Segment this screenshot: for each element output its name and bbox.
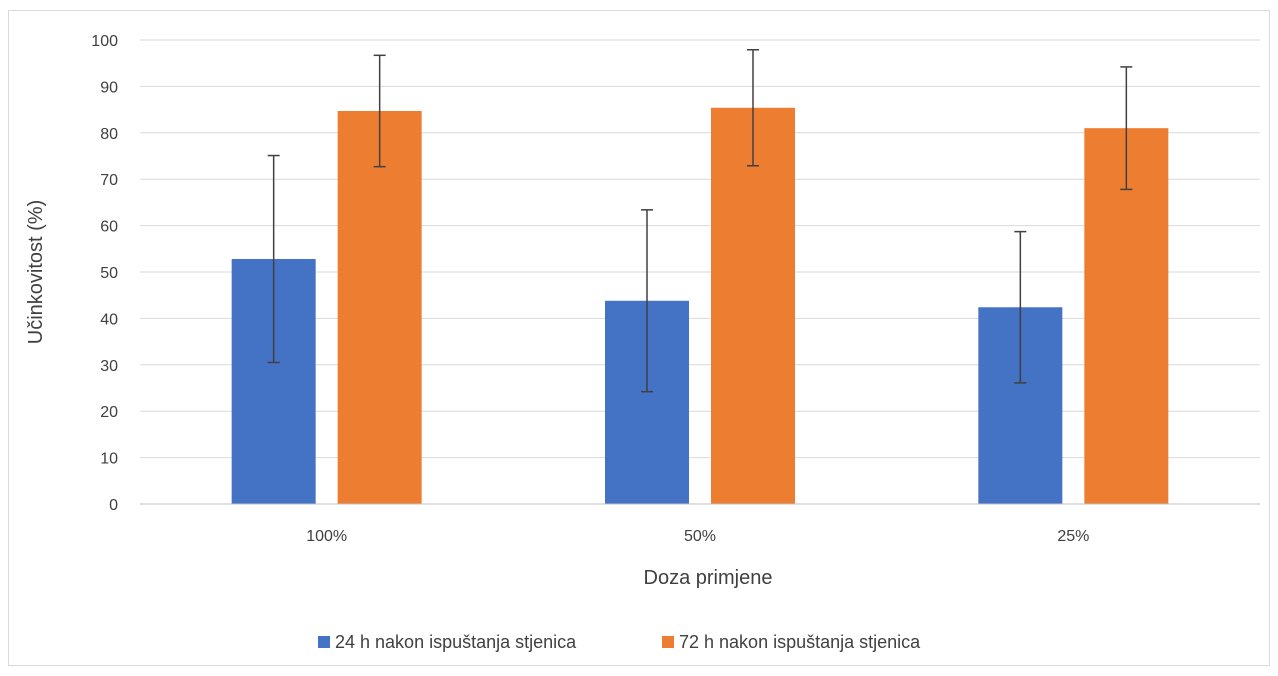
- legend-label: 72 h nakon ispuštanja stjenica: [679, 632, 921, 652]
- y-tick-label: 0: [109, 497, 118, 514]
- y-tick-label: 90: [100, 79, 118, 96]
- x-tick-label: 25%: [1057, 528, 1089, 545]
- legend: 24 h nakon ispuštanja stjenica 72 h nakon…: [318, 632, 921, 652]
- x-tick-label: 100%: [306, 528, 347, 545]
- y-tick-label: 50: [100, 265, 118, 282]
- x-tick-label: 50%: [684, 528, 716, 545]
- y-tick-label: 40: [100, 311, 118, 328]
- bar: [711, 107, 795, 504]
- y-tick-label: 20: [100, 404, 118, 421]
- y-axis-ticks: 0 10 20 30 40 50 60 70 80 90 100: [91, 33, 118, 514]
- y-tick-label: 100: [91, 33, 118, 50]
- legend-label: 24 h nakon ispuštanja stjenica: [335, 632, 577, 652]
- y-tick-label: 30: [100, 358, 118, 375]
- legend-item: 72 h nakon ispuštanja stjenica: [662, 632, 921, 652]
- bar: [1084, 128, 1169, 504]
- legend-item: 24 h nakon ispuštanja stjenica: [318, 632, 577, 652]
- bars: [231, 107, 1169, 504]
- y-tick-label: 10: [100, 451, 118, 468]
- x-axis-ticks: 100% 50% 25%: [306, 528, 1089, 545]
- y-axis-title: Učinkovitost (%): [25, 200, 47, 344]
- gridlines: [140, 39, 1260, 459]
- legend-swatch: [318, 636, 330, 648]
- error-bars: [267, 48, 1133, 393]
- y-tick-label: 60: [100, 219, 118, 236]
- y-tick-label: 80: [100, 126, 118, 143]
- x-axis-title: Doza primjene: [644, 567, 773, 589]
- bar: [337, 110, 422, 504]
- legend-swatch: [662, 636, 674, 648]
- y-tick-label: 70: [100, 172, 118, 189]
